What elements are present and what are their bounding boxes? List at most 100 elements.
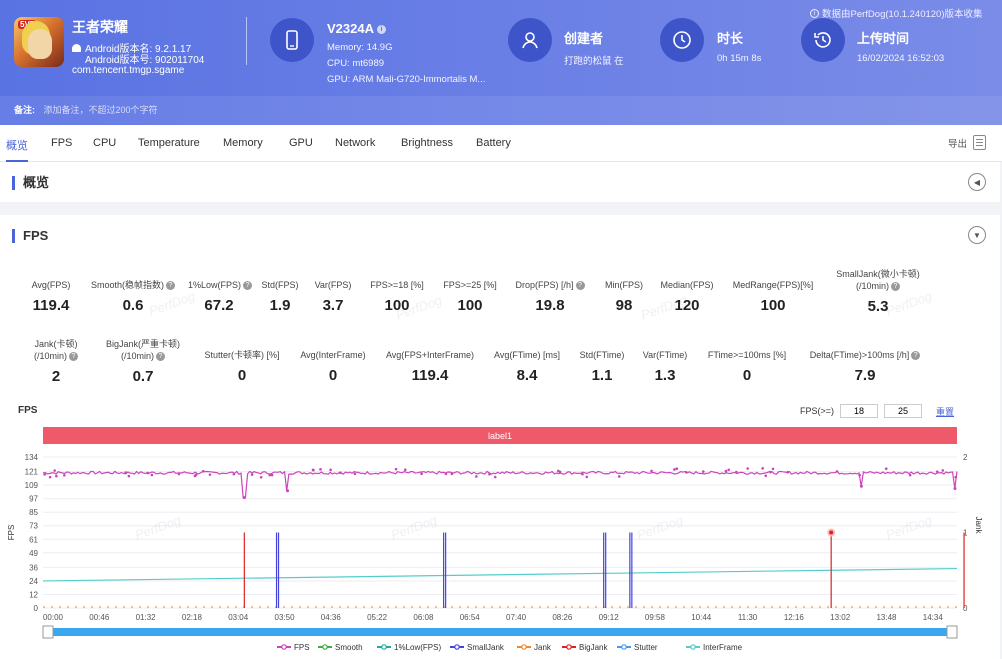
x-tick-label: 06:08 <box>413 613 434 622</box>
report-header: 5V5 王者荣耀 Android版本名: 9.2.1.17 Android版本号… <box>0 0 1002 125</box>
fps-point <box>673 468 676 471</box>
tab-memory[interactable]: Memory <box>223 137 263 149</box>
reset-link[interactable]: 重置 <box>936 406 955 417</box>
help-icon[interactable]: ? <box>891 282 900 292</box>
fps-point <box>63 473 66 477</box>
fps-point <box>556 469 560 473</box>
x-tick-label: 09:12 <box>599 613 620 622</box>
fps-point <box>250 473 254 476</box>
tab-battery[interactable]: Battery <box>476 137 511 149</box>
android-version-name-text: Android版本名: 9.2.1.17 <box>85 44 192 55</box>
data-source-text: 数据由PerfDog(10.1.240120)版本收集 <box>822 9 983 20</box>
metric-avg-fps-interframe: Avg(FPS+InterFrame) 119.4 <box>381 349 479 384</box>
export-label: 导出 <box>947 138 967 150</box>
fps-threshold-input-1[interactable] <box>840 404 879 418</box>
fps-point <box>232 472 236 476</box>
app-icon: 5V5 <box>14 17 64 67</box>
legend-label[interactable]: FPS <box>294 643 310 652</box>
x-tick-label: 07:40 <box>506 613 527 622</box>
label-band <box>43 427 957 444</box>
fps-point <box>420 472 423 476</box>
help-icon[interactable]: ? <box>243 281 253 291</box>
y-tick-label: 121 <box>25 468 39 477</box>
help-icon[interactable]: ? <box>575 281 585 291</box>
legend-label[interactable]: InterFrame <box>703 643 743 652</box>
fps-point <box>146 471 150 475</box>
fps-point <box>941 469 945 472</box>
x-tick-label: 09:58 <box>645 613 666 622</box>
legend-label[interactable]: Jank <box>534 643 552 652</box>
metric-value: 119.4 <box>32 297 70 314</box>
tab-gpu[interactable]: GPU <box>289 137 313 149</box>
tab-fps[interactable]: FPS <box>51 137 73 149</box>
legend-label[interactable]: BigJank <box>579 643 608 652</box>
x-tick-label: 12:16 <box>784 613 805 622</box>
metric-value: 0 <box>237 367 247 384</box>
fps-chart[interactable]: label1 134 121 109 97 85 73 61 49 36 24 12 0 2 1 0 FPS Ja… <box>0 421 1002 659</box>
metric-avg-interframe: Avg(InterFrame) 0 <box>295 349 371 384</box>
y2-tick-label: 1 <box>963 529 968 538</box>
y-tick-label: 12 <box>29 590 38 599</box>
help-icon[interactable]: ? <box>911 351 921 361</box>
fps-point <box>444 472 448 476</box>
help-icon[interactable]: ? <box>156 352 165 362</box>
collapse-left-icon[interactable]: ◀ <box>968 173 986 191</box>
data-source: i 数据由PerfDog(10.1.240120)版本收集 <box>810 6 983 20</box>
legend-label[interactable]: SmallJank <box>467 643 505 652</box>
tab-cpu[interactable]: CPU <box>93 137 117 149</box>
metric-label: BigJank(严重卡顿) <box>105 339 180 349</box>
fps-dip-point <box>859 484 863 488</box>
export-button[interactable]: 导出 <box>948 135 986 150</box>
fps-point <box>53 469 56 472</box>
fps-point <box>48 475 52 479</box>
remark-bar[interactable]: 备注: 添加备注，不超过200个字符 <box>0 96 1002 125</box>
x-tick-label: 03:50 <box>275 613 296 622</box>
x-tick-label: 13:48 <box>876 613 897 622</box>
fps-point <box>835 470 839 473</box>
tab-brightness[interactable]: Brightness <box>401 137 453 149</box>
fps-threshold-input-2[interactable] <box>884 404 923 418</box>
fps-threshold-label: FPS(>=) <box>800 406 835 416</box>
zoom-handle-right[interactable] <box>946 625 958 639</box>
x-tick-label: 05:22 <box>367 613 388 622</box>
help-icon[interactable]: ? <box>69 352 78 362</box>
metric-label: Delta(FTime)>100ms [/h]? <box>803 349 927 361</box>
legend-label[interactable]: 1%Low(FPS) <box>394 643 441 652</box>
fps-point <box>43 473 46 476</box>
metric-value: 3.7 <box>322 297 344 314</box>
fps-point <box>488 472 491 476</box>
legend-label[interactable]: Stutter <box>634 643 658 652</box>
android-icon <box>72 43 81 52</box>
help-icon[interactable]: ? <box>166 281 175 291</box>
tab-network[interactable]: Network <box>335 137 376 149</box>
y-tick-label: 85 <box>29 508 38 517</box>
device-info-icon[interactable]: i <box>376 25 386 35</box>
metric-value: 1.1 <box>591 367 613 384</box>
metric-var-ftime: Var(FTime) 1.3 <box>638 349 692 384</box>
collapse-down-icon[interactable]: ▼ <box>968 226 986 244</box>
metric-jank: Jank(卡顿) (/10min)? 2 <box>18 338 94 385</box>
metric-label-unit-text: (/10min) <box>855 281 889 291</box>
android-version-name: Android版本名: 9.2.1.17 <box>72 40 191 55</box>
fps-chart-title: FPS <box>18 405 38 416</box>
fps-point <box>769 470 772 474</box>
tab-temperature[interactable]: Temperature <box>138 137 200 149</box>
remark-input[interactable]: 添加备注，不超过200个字符 <box>43 105 158 115</box>
x-tick-label: 01:32 <box>136 613 157 622</box>
duration-value: 0h 15m 8s <box>717 53 762 64</box>
fps-point <box>684 470 688 474</box>
fps-point <box>208 473 212 476</box>
zoom-handle-left[interactable] <box>42 625 54 639</box>
metric-value: 98 <box>615 297 633 314</box>
legend-marker <box>521 644 527 650</box>
legend-label[interactable]: Smooth <box>335 643 363 652</box>
metric-value: 0.7 <box>132 368 154 385</box>
tab-overview[interactable]: 概览 <box>6 137 28 162</box>
metric-1pct-low: 1%Low(FPS)? 67.2 <box>188 279 253 314</box>
zoom-slider[interactable] <box>42 625 958 639</box>
device-memory: Memory: 14.9G <box>327 42 393 53</box>
fps-dip-point <box>953 487 957 491</box>
metric-value: 100 <box>760 297 786 314</box>
overview-panel: 概览 ◀ <box>0 162 1000 202</box>
app-badge: 5V5 <box>18 20 37 29</box>
